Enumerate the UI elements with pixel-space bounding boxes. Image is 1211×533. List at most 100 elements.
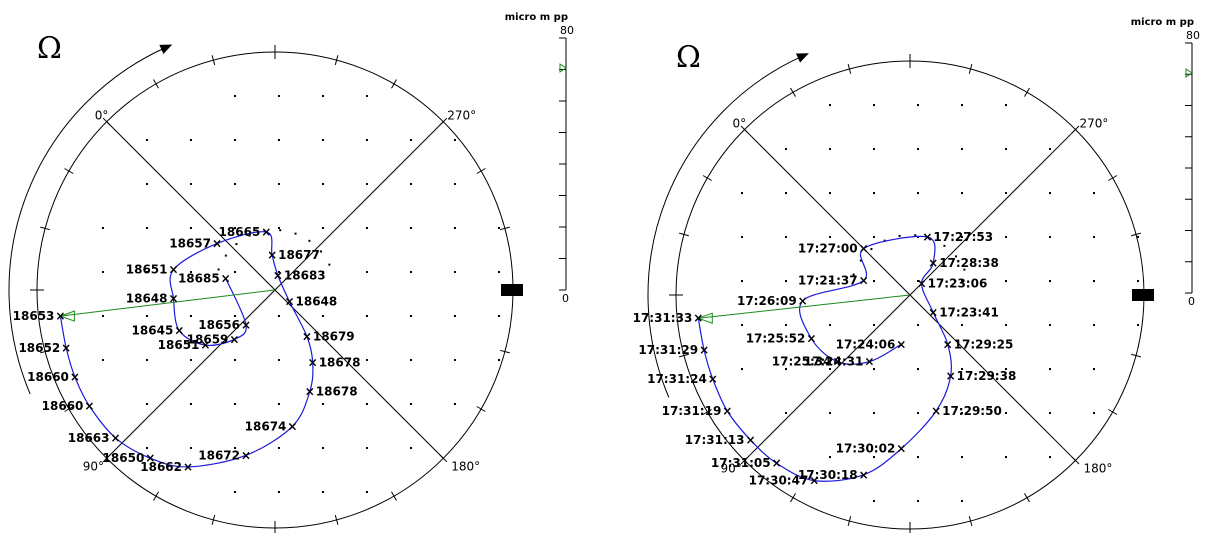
tick-mark	[968, 516, 973, 526]
start-vector-head	[696, 312, 713, 324]
point-marker: ×	[859, 242, 869, 256]
grid-dot	[322, 403, 324, 405]
point-marker: ×	[864, 355, 874, 369]
point-label: 17:31:13	[685, 433, 745, 447]
grid-dot	[852, 273, 855, 276]
grid-dot	[234, 95, 236, 97]
grid-dot	[190, 183, 192, 185]
point-label: 18660	[42, 399, 84, 413]
grid-dot	[366, 139, 368, 141]
grid-dot	[234, 315, 236, 317]
tick-mark	[153, 491, 159, 501]
scale-unit-label: micro m pp	[1131, 17, 1194, 28]
grid-dot	[829, 236, 831, 238]
omega-symbol: Ω	[37, 31, 62, 66]
tick-mark	[790, 87, 796, 97]
grid-dot	[873, 500, 875, 502]
tick-mark	[790, 493, 796, 503]
grid-dot	[454, 315, 456, 317]
grid-dot	[829, 412, 831, 414]
grid-dot	[146, 139, 148, 141]
grid-dot	[190, 359, 192, 361]
grid-dot	[1137, 324, 1139, 326]
grid-dot	[278, 227, 280, 229]
grid-dot	[741, 192, 743, 194]
grid-dot	[829, 148, 831, 150]
point-marker: ×	[55, 309, 65, 323]
point-label: 18674	[245, 419, 287, 433]
point-marker: ×	[809, 474, 819, 488]
grid-dot	[873, 368, 875, 370]
point-marker: ×	[699, 343, 709, 357]
rotation-arrow	[8, 44, 173, 395]
angle-label-0: 0°	[95, 109, 109, 123]
point-marker: ×	[772, 456, 782, 470]
grid-dot	[410, 139, 412, 141]
grid-dot	[234, 271, 236, 273]
grid-dot	[1005, 456, 1007, 458]
grid-dot	[917, 324, 919, 326]
grid-dot	[1005, 236, 1007, 238]
point-marker: ×	[212, 237, 222, 251]
grid-dot	[322, 315, 324, 317]
point-label: 17:30:47	[749, 474, 809, 488]
grid-dot	[873, 148, 875, 150]
grid-dot	[873, 412, 875, 414]
grid-dot	[943, 244, 946, 247]
scale-current-marker	[559, 63, 567, 73]
grid-dot	[234, 183, 236, 185]
tick-mark	[499, 349, 510, 354]
tick-mark	[40, 349, 51, 354]
grid-dot	[410, 403, 412, 405]
grid-dot	[410, 315, 412, 317]
grid-dot	[961, 500, 963, 502]
grid-dot	[1093, 368, 1095, 370]
grid-dot	[961, 104, 963, 106]
grid-dot	[278, 491, 280, 493]
grid-dot	[785, 148, 787, 150]
point-marker: ×	[896, 337, 906, 351]
angle-label-90: 90°	[83, 459, 104, 473]
grid-dot	[873, 456, 875, 458]
point-marker: ×	[922, 230, 932, 244]
grid-dot	[224, 254, 227, 257]
point-label: 18651	[126, 263, 168, 277]
grid-dot	[785, 280, 787, 282]
grid-dot	[278, 447, 280, 449]
grid-dot	[917, 280, 919, 282]
grid-dot	[961, 192, 963, 194]
point-label: 17:31:33	[633, 311, 693, 325]
grid-dot	[829, 104, 831, 106]
grid-dot	[917, 104, 919, 106]
tick-mark	[64, 406, 74, 412]
grid-dot	[917, 192, 919, 194]
point-marker: ×	[284, 295, 294, 309]
point-label: 18660	[27, 370, 69, 384]
point-label: 18657	[169, 237, 211, 251]
grid-dot	[366, 491, 368, 493]
point-label: 17:24:31	[804, 355, 864, 369]
grid-dot	[102, 227, 104, 229]
grid-dot	[366, 315, 368, 317]
point-label: 18663	[68, 431, 110, 445]
point-label: 18665	[219, 225, 261, 239]
omega-symbol: Ω	[676, 40, 701, 75]
grid-dot	[410, 271, 412, 273]
grid-dot	[870, 248, 873, 251]
grid-dot	[1049, 192, 1051, 194]
grid-dot	[234, 227, 236, 229]
grid-dot	[190, 139, 192, 141]
grid-dot	[1049, 236, 1051, 238]
grid-dot	[1049, 368, 1051, 370]
grid-dot	[1005, 192, 1007, 194]
grid-dot	[917, 500, 919, 502]
grid-dot	[498, 227, 500, 229]
grid-dot	[146, 359, 148, 361]
grid-dot	[1049, 280, 1051, 282]
grid-dot	[917, 412, 919, 414]
point-label: 18677	[278, 248, 320, 262]
grid-dot	[234, 491, 236, 493]
tick-mark	[40, 226, 51, 231]
